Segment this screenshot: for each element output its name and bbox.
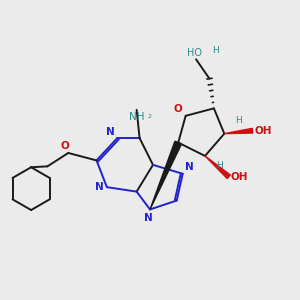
- Text: N: N: [185, 162, 194, 172]
- Text: OH: OH: [254, 126, 272, 136]
- Text: O: O: [173, 104, 182, 114]
- Text: OH: OH: [230, 172, 248, 182]
- Polygon shape: [205, 156, 230, 178]
- Text: N: N: [144, 213, 153, 223]
- Text: NH: NH: [129, 112, 144, 122]
- Text: H: H: [212, 46, 219, 55]
- Text: N: N: [106, 127, 115, 136]
- Polygon shape: [150, 141, 182, 209]
- Text: H: H: [216, 161, 223, 170]
- Text: HO: HO: [187, 48, 202, 58]
- Text: O: O: [61, 142, 70, 152]
- Text: $_2$: $_2$: [147, 112, 152, 121]
- Polygon shape: [224, 128, 253, 134]
- Text: N: N: [95, 182, 104, 192]
- Text: H: H: [236, 116, 242, 125]
